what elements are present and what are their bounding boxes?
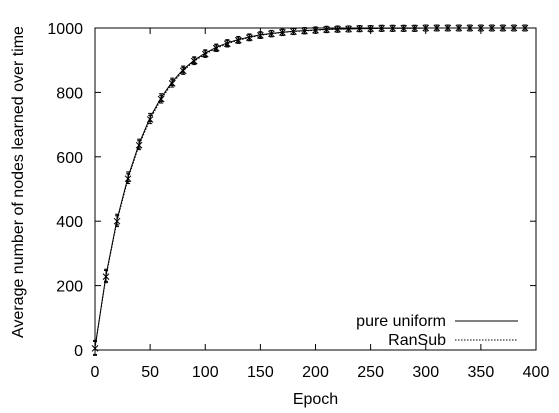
data-point [190,57,198,66]
x-tick-label: 100 [192,364,219,381]
data-point [367,25,374,33]
legend-label-pure-uniform: pure uniform [356,313,446,330]
series-line [94,27,525,348]
data-point [102,269,110,284]
x-tick-label: 350 [468,364,495,381]
data-point [212,44,220,53]
data-point [168,79,176,88]
y-tick-label: 600 [56,150,83,167]
x-tick-label: 250 [357,364,384,381]
x-axis-ticks: 0 50 100 150 200 250 300 350 400 [91,28,550,381]
plot-frame [94,27,537,351]
data-point [135,140,143,151]
y-axis-ticks: 0 200 400 600 800 1000 [47,21,536,360]
legend: pure uniform RanSub [356,313,518,349]
y-tick-label: 400 [56,214,83,231]
x-tick-label: 150 [247,364,274,381]
data-point [157,94,165,104]
data-point [223,40,231,48]
x-tick-label: 200 [302,364,329,381]
data-point [124,173,132,185]
x-tick-label: 50 [141,364,159,381]
x-tick-label: 0 [91,364,100,381]
x-tick-label: 400 [523,364,550,381]
data-point [345,25,352,33]
data-point [356,25,363,33]
y-tick-label: 200 [56,279,83,296]
x-tick-label: 300 [412,364,439,381]
data-point [334,25,341,33]
data-point [146,114,154,125]
y-tick-label: 800 [56,85,83,102]
data-point [268,30,275,38]
series-1 [91,24,529,356]
data-point [113,215,121,228]
y-axis-label: Average number of nodes learned over tim… [10,26,27,338]
data-point [257,31,264,39]
data-point [279,28,286,37]
x-axis-label: Epoch [293,391,338,408]
data-point [234,36,242,44]
data-point [201,50,209,58]
y-tick-label: 0 [74,343,83,360]
data-point [245,34,253,42]
data-point [179,66,187,75]
series-0 [93,24,527,355]
series-layer [91,24,529,356]
series-line [94,27,525,349]
y-tick-label: 1000 [47,21,83,38]
legend-label-ransub: RanSub [388,332,446,349]
